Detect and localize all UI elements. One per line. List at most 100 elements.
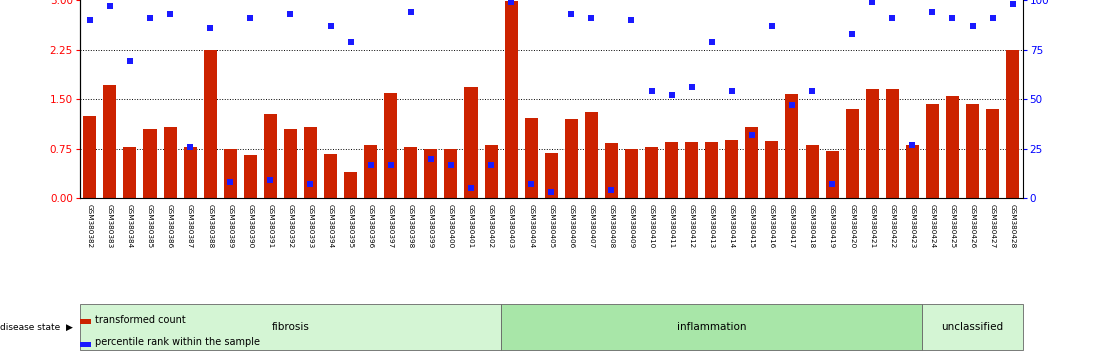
Point — [482, 162, 500, 167]
Text: GSM380425: GSM380425 — [950, 204, 955, 248]
Point — [161, 11, 178, 17]
Text: GSM380397: GSM380397 — [388, 204, 393, 248]
Bar — [806, 145, 819, 198]
Text: GSM380388: GSM380388 — [207, 204, 213, 248]
Text: GSM380386: GSM380386 — [167, 204, 173, 248]
Bar — [184, 147, 196, 198]
Point — [924, 9, 942, 15]
Point — [783, 102, 801, 108]
Bar — [625, 149, 638, 198]
Point — [462, 185, 480, 191]
Bar — [224, 149, 237, 198]
Point — [984, 15, 1002, 21]
Text: unclassified: unclassified — [942, 322, 1004, 332]
Point — [182, 144, 199, 149]
Bar — [786, 95, 799, 198]
Bar — [922, 304, 1023, 350]
Text: GSM380413: GSM380413 — [709, 204, 715, 248]
Bar — [865, 89, 879, 198]
Point — [81, 17, 99, 23]
Point — [543, 189, 561, 195]
Bar — [501, 304, 922, 350]
Text: GSM380393: GSM380393 — [308, 204, 314, 248]
Text: GSM380405: GSM380405 — [548, 204, 554, 248]
Point — [121, 59, 138, 64]
Bar — [204, 50, 217, 198]
Text: GSM380424: GSM380424 — [930, 204, 935, 248]
Text: GSM380406: GSM380406 — [568, 204, 574, 248]
Bar — [143, 129, 156, 198]
Bar — [746, 127, 758, 198]
Bar — [726, 140, 738, 198]
Point — [362, 162, 380, 167]
Point — [502, 0, 520, 5]
Text: GSM380407: GSM380407 — [588, 204, 594, 248]
Bar — [80, 342, 91, 347]
Text: GSM380427: GSM380427 — [989, 204, 996, 248]
Text: GSM380404: GSM380404 — [529, 204, 534, 248]
Bar — [164, 127, 176, 198]
Text: GSM380396: GSM380396 — [368, 204, 373, 248]
Bar — [986, 109, 999, 198]
Bar — [123, 147, 136, 198]
Point — [702, 39, 720, 45]
Point — [883, 15, 901, 21]
Point — [623, 17, 640, 23]
Text: transformed count: transformed count — [95, 315, 186, 325]
Point — [903, 142, 921, 148]
Point — [743, 132, 761, 138]
Bar — [525, 118, 537, 198]
Bar — [906, 145, 919, 198]
Point — [321, 23, 339, 29]
Text: GSM380411: GSM380411 — [668, 204, 675, 248]
Bar — [705, 142, 718, 198]
Text: GSM380394: GSM380394 — [328, 204, 334, 248]
Text: inflammation: inflammation — [677, 322, 747, 332]
Bar — [103, 85, 116, 198]
Text: GSM380390: GSM380390 — [247, 204, 254, 248]
Bar — [605, 143, 618, 198]
Bar — [83, 116, 96, 198]
Point — [563, 11, 581, 17]
Bar — [545, 153, 557, 198]
Bar — [444, 149, 458, 198]
Point — [281, 11, 299, 17]
Text: GSM380402: GSM380402 — [488, 204, 494, 248]
Text: GSM380395: GSM380395 — [348, 204, 353, 248]
Bar — [345, 172, 357, 198]
Point — [964, 23, 982, 29]
Text: GSM380423: GSM380423 — [910, 204, 915, 248]
Point — [763, 23, 781, 29]
Point — [603, 188, 620, 193]
Bar — [845, 109, 859, 198]
Point — [442, 162, 460, 167]
Bar — [284, 129, 297, 198]
Bar — [304, 127, 317, 198]
Point — [722, 88, 740, 94]
Text: GSM380399: GSM380399 — [428, 204, 434, 248]
Text: GSM380428: GSM380428 — [1009, 204, 1016, 248]
Text: GSM380421: GSM380421 — [869, 204, 875, 248]
Bar — [926, 104, 938, 198]
Point — [583, 15, 601, 21]
Text: fibrosis: fibrosis — [271, 322, 309, 332]
Text: GSM380426: GSM380426 — [970, 204, 975, 248]
Bar — [825, 151, 839, 198]
Text: GSM380418: GSM380418 — [809, 204, 815, 248]
Text: percentile rank within the sample: percentile rank within the sample — [95, 337, 260, 347]
Bar — [946, 96, 960, 198]
Bar — [80, 304, 501, 350]
Point — [341, 39, 359, 45]
Bar — [504, 1, 517, 198]
Text: GSM380389: GSM380389 — [227, 204, 234, 248]
Text: GSM380420: GSM380420 — [849, 204, 855, 248]
Point — [382, 162, 400, 167]
Text: GSM380385: GSM380385 — [147, 204, 153, 248]
Point — [803, 88, 821, 94]
Text: GSM380384: GSM380384 — [127, 204, 133, 248]
Point — [141, 15, 158, 21]
Point — [843, 31, 861, 36]
Text: GSM380417: GSM380417 — [789, 204, 794, 248]
Bar — [264, 114, 277, 198]
Bar — [766, 141, 779, 198]
